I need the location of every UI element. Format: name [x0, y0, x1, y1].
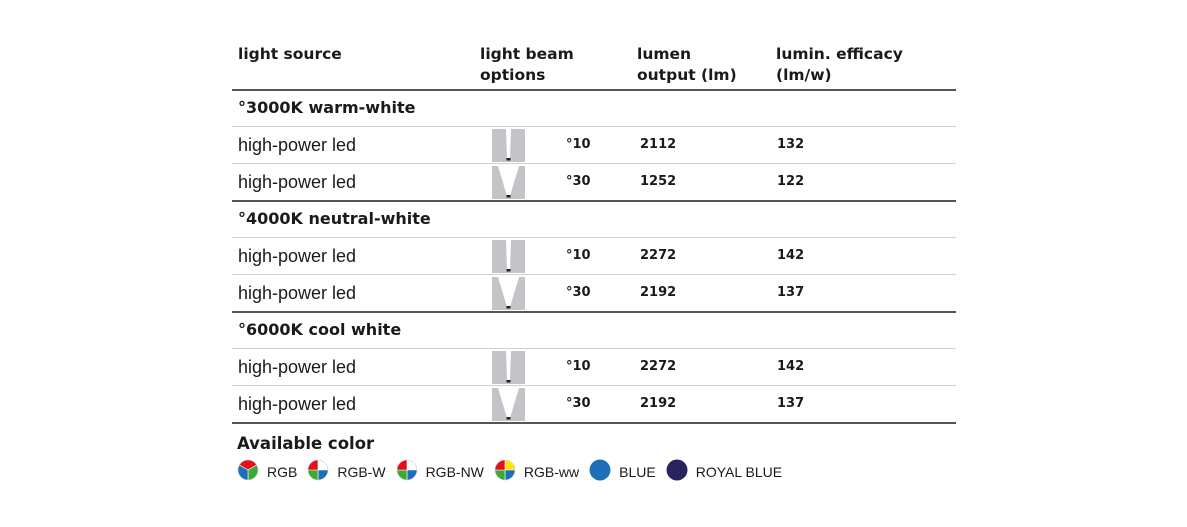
- color-label: ROYAL BLUE: [695, 463, 783, 480]
- color-label: RGB: [267, 463, 298, 480]
- header-light-source: light source: [238, 45, 342, 63]
- divider: [232, 200, 956, 202]
- color-list: RGB RGB-W RGB-NW RGB-ww BLUE ROYAL BLUE: [237, 459, 792, 484]
- beam-angle: °30: [566, 174, 591, 189]
- beam-angle: °30: [566, 396, 591, 411]
- divider: [232, 311, 956, 313]
- group-title: °3000K warm-white: [238, 98, 416, 117]
- beam-angle-icon: [492, 351, 525, 384]
- lumen-output: 2192: [640, 396, 677, 411]
- color-label: RGB-NW: [425, 463, 484, 480]
- rgb-icon: [237, 459, 267, 484]
- color-label: RGB-W: [337, 463, 386, 480]
- available-color-title: Available color: [237, 434, 375, 453]
- beam-angle-icon: [492, 277, 525, 310]
- light-source: high-power led: [238, 394, 357, 414]
- group-title: °4000K neutral-white: [238, 209, 431, 228]
- light-source: high-power led: [238, 172, 357, 192]
- rgb-w-icon: [307, 459, 337, 484]
- divider: [232, 274, 956, 275]
- beam-angle-icon: [492, 129, 525, 162]
- light-source: high-power led: [238, 135, 357, 155]
- blue-icon: [589, 459, 619, 484]
- color-label: BLUE: [619, 463, 656, 480]
- divider: [232, 163, 956, 164]
- color-label: RGB-ww: [523, 463, 580, 480]
- beam-angle-icon: [492, 240, 525, 273]
- royal-blue-icon: [666, 459, 696, 484]
- divider: [232, 126, 956, 127]
- luminous-efficacy: 137: [777, 396, 805, 411]
- luminous-efficacy: 142: [777, 248, 805, 263]
- lumen-output: 2272: [640, 248, 677, 263]
- header-efficacy: lumin. efficacy (lm/w): [776, 45, 903, 84]
- beam-angle: °10: [566, 248, 591, 263]
- luminous-efficacy: 137: [777, 285, 805, 300]
- lumen-output: 1252: [640, 174, 677, 189]
- divider: [232, 385, 956, 386]
- lumen-output: 2192: [640, 285, 677, 300]
- lumen-output: 2112: [640, 137, 677, 152]
- light-source: high-power led: [238, 283, 357, 303]
- lumen-output: 2272: [640, 359, 677, 374]
- beam-angle: °10: [566, 137, 591, 152]
- beam-angle-icon: [492, 166, 525, 199]
- divider: [232, 89, 956, 91]
- luminous-efficacy: 132: [777, 137, 805, 152]
- luminous-efficacy: 122: [777, 174, 805, 189]
- beam-angle-icon: [492, 388, 525, 421]
- header-lumen: lumen output (lm): [637, 45, 737, 84]
- beam-angle: °10: [566, 359, 591, 374]
- divider: [232, 348, 956, 349]
- header-beam: light beam options: [480, 45, 574, 84]
- rgb-ww-icon: [494, 459, 524, 484]
- divider: [232, 237, 956, 238]
- light-source: high-power led: [238, 357, 357, 377]
- light-source: high-power led: [238, 246, 357, 266]
- group-title: °6000K cool white: [238, 320, 402, 339]
- rgb-nw-icon: [396, 459, 426, 484]
- divider: [232, 422, 956, 424]
- beam-angle: °30: [566, 285, 591, 300]
- luminous-efficacy: 142: [777, 359, 805, 374]
